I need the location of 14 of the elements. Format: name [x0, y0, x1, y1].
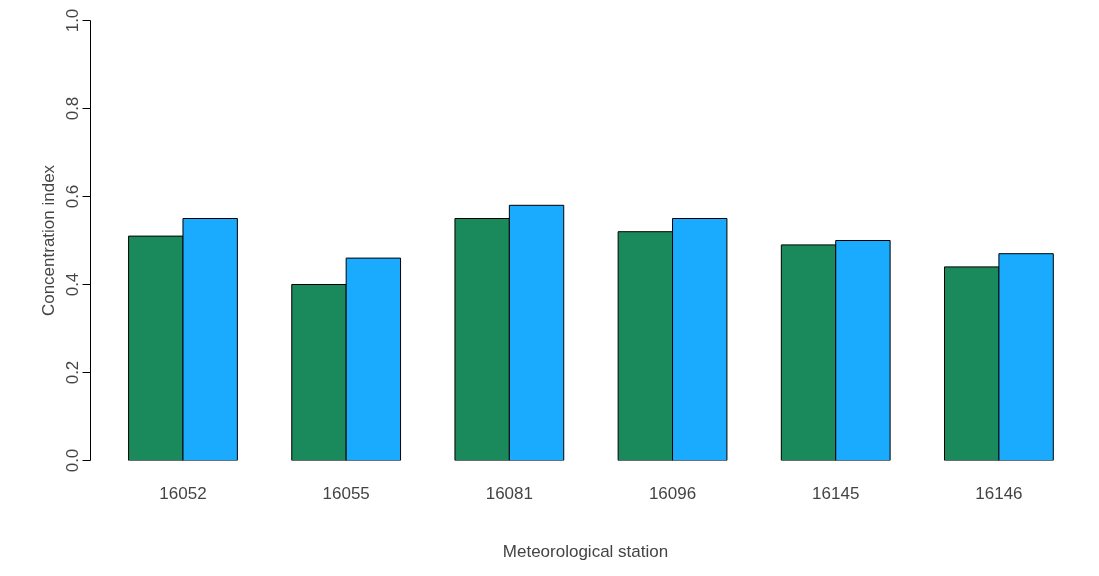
- x-tick-label: 16055: [322, 483, 370, 503]
- x-tick-label: 16145: [812, 483, 860, 503]
- y-tick-label: 0.4: [62, 272, 82, 297]
- y-tick-label: 0.8: [62, 96, 82, 121]
- x-axis-title: Meteorological station: [502, 541, 669, 561]
- x-tick-label: 16052: [159, 483, 207, 503]
- y-axis-title: Concentration index: [38, 164, 58, 317]
- x-tick-label: 16096: [648, 483, 697, 503]
- y-tick-label: 0.6: [62, 184, 82, 209]
- y-tick-label: 0.0: [62, 448, 82, 473]
- y-tick-label: 1.0: [62, 8, 82, 33]
- x-tick-label: 16146: [975, 483, 1023, 503]
- y-tick-label: 0.2: [62, 360, 82, 385]
- x-tick-label: 16081: [485, 483, 533, 503]
